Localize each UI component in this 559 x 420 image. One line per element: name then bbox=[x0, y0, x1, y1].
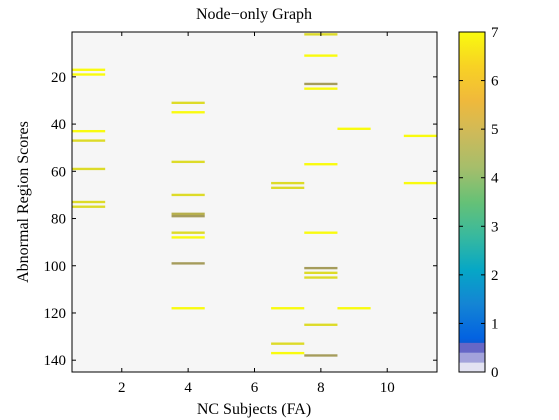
colorbar-ticks: 0 1 2 3 4 5 6 7 bbox=[459, 25, 499, 381]
heatmap-cell bbox=[72, 129, 106, 133]
heatmap-cells bbox=[72, 33, 437, 357]
y-tick-label: 80 bbox=[51, 212, 66, 228]
heatmap-cell bbox=[171, 193, 205, 197]
colorbar-tick-label: 5 bbox=[491, 122, 499, 138]
heatmap-cell bbox=[337, 307, 371, 310]
heatmap-cell bbox=[171, 160, 205, 164]
x-tick-label: 6 bbox=[251, 380, 259, 396]
colorbar-tick-label: 3 bbox=[491, 219, 499, 235]
heatmap-cell bbox=[304, 231, 338, 234]
heatmap-cell bbox=[171, 214, 205, 218]
y-axis-label: Abnormal Region Scores bbox=[15, 121, 32, 283]
y-tick-label: 60 bbox=[51, 164, 66, 180]
heatmap-cell bbox=[304, 163, 338, 166]
heatmap-cell bbox=[72, 73, 106, 76]
heatmap-cell bbox=[72, 139, 106, 142]
heatmap-cell bbox=[171, 262, 205, 265]
colorbar-tick-label: 0 bbox=[491, 365, 499, 381]
colorbar: 0 1 2 3 4 5 6 7 bbox=[458, 25, 499, 381]
heatmap-cell bbox=[304, 82, 338, 86]
heatmap-cell bbox=[171, 236, 205, 239]
colorbar-gradient bbox=[459, 32, 485, 372]
heatmap-cell bbox=[72, 205, 106, 208]
heatmap-cell bbox=[171, 212, 205, 215]
x-tick-label: 8 bbox=[317, 380, 325, 396]
colorbar-tick-label: 4 bbox=[491, 171, 499, 187]
x-tick-label: 2 bbox=[118, 380, 126, 396]
y-tick-label: 20 bbox=[51, 70, 66, 86]
colorbar-band bbox=[459, 352, 485, 363]
heatmap-cell bbox=[72, 68, 106, 71]
heatmap-cell bbox=[337, 127, 371, 130]
heatmap-cell bbox=[171, 307, 205, 310]
x-tick-label: 4 bbox=[184, 380, 192, 396]
heatmap-cell bbox=[171, 101, 205, 105]
colorbar-tick-label: 1 bbox=[491, 316, 499, 332]
heatmap-cell bbox=[72, 167, 106, 171]
heatmap-cell bbox=[72, 200, 106, 204]
colorbar-band bbox=[459, 362, 485, 372]
heatmap-cell bbox=[271, 342, 305, 345]
heatmap-cell bbox=[403, 134, 437, 138]
heatmap-cell bbox=[271, 186, 305, 190]
heatmap-cell bbox=[271, 351, 305, 355]
heatmap-cell bbox=[171, 231, 205, 234]
x-axis-label: NC Subjects (FA) bbox=[197, 401, 311, 418]
heatmap-cell bbox=[304, 323, 338, 326]
x-axis-ticks: 2 4 6 8 10 bbox=[118, 32, 395, 396]
colorbar-tick-label: 2 bbox=[491, 268, 499, 284]
heatmap-cell bbox=[304, 271, 338, 275]
heatmap-cell bbox=[171, 111, 205, 114]
y-tick-label: 120 bbox=[44, 306, 67, 322]
y-tick-label: 100 bbox=[44, 259, 67, 275]
plot-area: 2 4 6 8 10 20 40 60 80 100 120 140 bbox=[44, 31, 438, 396]
heatmap-cell bbox=[403, 181, 437, 185]
y-axis-ticks: 20 40 60 80 100 120 140 bbox=[44, 70, 437, 369]
heatmap-cell bbox=[304, 266, 338, 270]
heatmap-cell bbox=[271, 181, 305, 185]
y-tick-label: 40 bbox=[51, 117, 66, 133]
chart-title: Node−only Graph bbox=[196, 6, 312, 23]
y-tick-label: 140 bbox=[44, 353, 67, 369]
x-tick-label: 10 bbox=[380, 380, 395, 396]
colorbar-band bbox=[459, 342, 485, 353]
colorbar-tick-label: 7 bbox=[491, 25, 499, 41]
heatmap-cell bbox=[304, 354, 338, 357]
plot-background bbox=[72, 32, 437, 372]
heatmap-cell bbox=[304, 276, 338, 279]
heatmap-cell bbox=[271, 307, 305, 310]
heatmap-cell bbox=[304, 87, 338, 90]
colorbar-low-bands bbox=[459, 342, 485, 372]
colorbar-tick-label: 6 bbox=[491, 74, 499, 90]
heatmap-cell bbox=[304, 54, 338, 57]
colorbar-frame bbox=[458, 31, 486, 373]
